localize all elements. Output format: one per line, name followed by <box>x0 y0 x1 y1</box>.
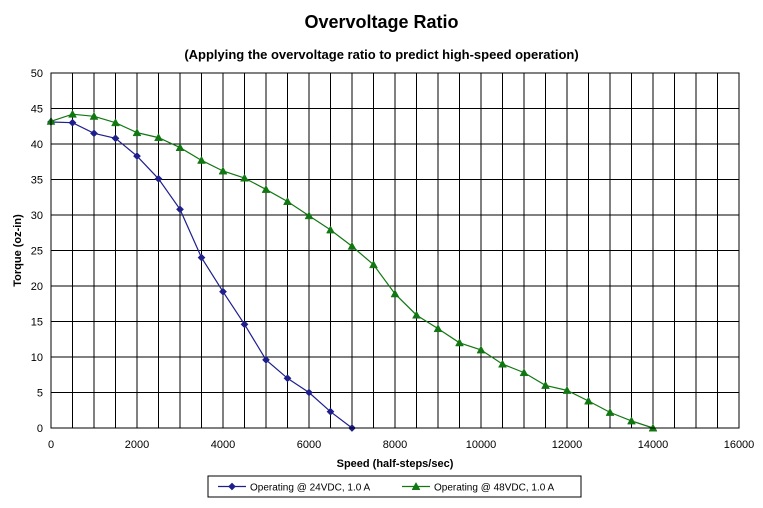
data-point-triangle <box>627 416 636 425</box>
x-axis-label: Speed (half-steps/sec) <box>337 458 454 470</box>
data-point-diamond <box>68 118 77 127</box>
data-point-diamond <box>219 287 227 296</box>
y-tick-label: 35 <box>31 175 43 187</box>
y-axis-ticks: 0 5 10 15 20 25 30 35 40 45 50 <box>31 68 43 435</box>
x-tick-label: 2000 <box>125 439 149 451</box>
data-point-triangle <box>476 345 486 354</box>
plot-area-border <box>50 72 740 429</box>
x-tick-label: 4000 <box>211 439 235 451</box>
y-tick-label: 50 <box>31 68 43 80</box>
legend-item-2: Operating @ 48VDC, 1.0 A <box>402 481 555 494</box>
legend-label: Operating @ 48VDC, 1.0 A <box>434 483 555 494</box>
data-point-diamond <box>176 205 184 214</box>
y-tick-label: 20 <box>31 281 43 293</box>
x-tick-label: 12000 <box>552 439 583 451</box>
y-tick-label: 10 <box>31 352 43 364</box>
data-point-triangle <box>498 359 507 368</box>
legend-box <box>207 475 582 498</box>
x-tick-label: 8000 <box>383 439 407 451</box>
data-point-diamond <box>262 355 270 364</box>
data-point-diamond <box>197 253 206 262</box>
data-point-diamond <box>240 320 249 329</box>
series-layer <box>46 109 658 432</box>
data-point-triangle <box>605 407 615 416</box>
data-point-triangle <box>283 196 292 205</box>
data-point-diamond <box>111 134 120 143</box>
data-point-triangle <box>519 368 529 377</box>
data-point-triangle <box>412 310 421 319</box>
data-point-triangle <box>218 166 228 175</box>
legend-item-1: Operating @ 24VDC, 1.0 A <box>218 483 371 494</box>
chart-title: Overvoltage Ratio <box>304 12 459 32</box>
data-point-triangle <box>541 380 550 389</box>
data-point-diamond <box>305 388 313 397</box>
data-point-triangle <box>369 260 378 269</box>
x-tick-label: 10000 <box>466 439 497 451</box>
y-tick-label: 40 <box>31 139 43 151</box>
x-tick-label: 14000 <box>638 439 669 451</box>
data-point-triangle <box>154 133 163 142</box>
data-point-triangle <box>455 338 464 347</box>
data-point-triangle <box>111 118 120 127</box>
y-tick-label: 45 <box>31 104 43 116</box>
data-point-triangle <box>89 111 99 120</box>
data-point-triangle <box>326 225 335 234</box>
data-point-triangle <box>390 289 400 298</box>
y-tick-label: 15 <box>31 317 43 329</box>
y-tick-label: 30 <box>31 210 43 222</box>
data-point-triangle <box>347 241 357 250</box>
chart-subtitle: (Applying the overvoltage ratio to predi… <box>184 47 579 62</box>
x-tick-label: 0 <box>48 439 54 451</box>
data-point-triangle <box>175 143 185 151</box>
data-point-triangle <box>584 396 593 405</box>
data-point-diamond <box>133 152 141 161</box>
y-tick-label: 0 <box>37 423 43 435</box>
data-point-diamond <box>326 407 335 416</box>
data-point-triangle <box>433 324 443 333</box>
data-point-triangle <box>562 385 572 394</box>
data-point-diamond <box>228 482 236 491</box>
grid-lines <box>50 72 740 429</box>
data-point-triangle <box>197 155 206 164</box>
legend: Operating @ 24VDC, 1.0 A Operating @ 48VD… <box>207 475 582 498</box>
data-point-diamond <box>283 374 292 383</box>
data-point-diamond <box>90 129 98 138</box>
data-point-diamond <box>154 174 163 183</box>
data-point-triangle <box>411 481 421 490</box>
data-point-triangle <box>132 128 142 137</box>
data-point-triangle <box>261 184 271 193</box>
series-2 <box>46 109 658 432</box>
data-point-triangle <box>304 211 314 220</box>
y-tick-label: 25 <box>31 246 43 258</box>
x-axis-ticks: 0 2000 4000 6000 8000 10000 12000 14000 16000 <box>48 439 754 451</box>
series-1 <box>47 118 356 432</box>
legend-label: Operating @ 24VDC, 1.0 A <box>250 483 371 494</box>
x-tick-label: 16000 <box>724 439 755 451</box>
y-axis-label: Torque (oz-in) <box>12 214 24 287</box>
data-point-triangle <box>240 173 249 182</box>
y-tick-label: 5 <box>37 388 43 400</box>
data-point-triangle <box>68 109 77 118</box>
x-tick-label: 6000 <box>297 439 321 451</box>
